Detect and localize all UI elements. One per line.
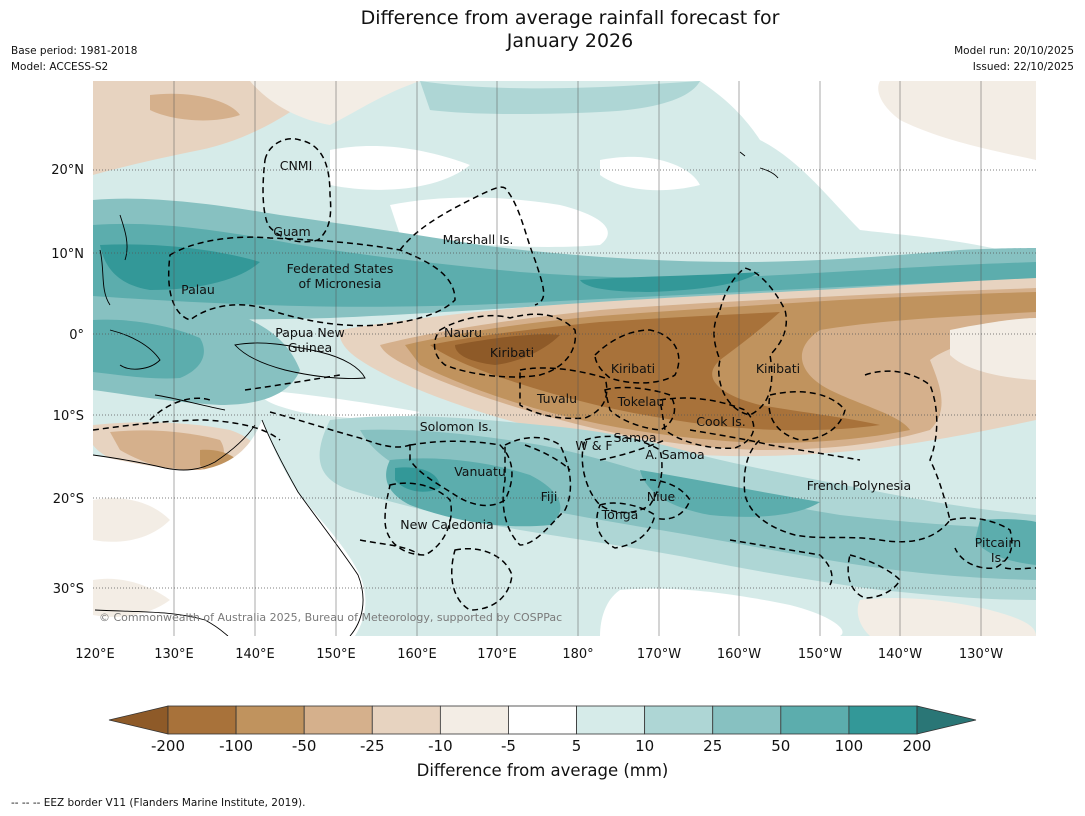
colorbar-cell bbox=[780, 705, 850, 735]
lat-label: 30°S bbox=[53, 582, 84, 597]
metadata-left: Base period: 1981-2018 Model: ACCESS-S2 bbox=[11, 43, 137, 75]
colorbar-cell bbox=[167, 705, 237, 735]
label-marshall-islands: Marshall Is. bbox=[443, 232, 514, 247]
lon-label: 160°W bbox=[717, 647, 761, 662]
issued-date: Issued: 22/10/2025 bbox=[972, 61, 1074, 73]
label-niue: Niue bbox=[647, 489, 676, 504]
eez-legend: -- -- -- EEZ border V11 (Flanders Marine… bbox=[11, 797, 306, 809]
latitude-labels: 20°N 10°N 0° 10°S 20°S 30°S bbox=[51, 163, 84, 597]
lat-label: 20°S bbox=[53, 492, 84, 507]
colorbar-extend-high bbox=[916, 705, 977, 735]
colorbar-tick-label: 5 bbox=[572, 737, 582, 755]
label-new-caledonia: New Caledonia bbox=[400, 517, 493, 532]
colorbar-cell bbox=[848, 705, 918, 735]
label-american-samoa: A. Samoa bbox=[645, 447, 704, 462]
model-run: Model run: 20/10/2025 bbox=[954, 45, 1074, 57]
lon-label: 120°E bbox=[75, 647, 115, 662]
colorbar-label: Difference from average (mm) bbox=[416, 761, 669, 780]
label-png-line1: Papua New bbox=[275, 325, 344, 340]
colorbar-tick-label: 25 bbox=[703, 737, 722, 755]
lon-label: 140°W bbox=[878, 647, 922, 662]
label-tonga: Tonga bbox=[601, 507, 639, 522]
colorbar-tick-label: -50 bbox=[292, 737, 317, 755]
label-samoa: Samoa bbox=[613, 430, 656, 445]
lon-label: 170°W bbox=[637, 647, 681, 662]
colorbar-cell bbox=[644, 705, 714, 735]
label-fsm-line1: Federated States bbox=[287, 261, 394, 276]
label-kiribati-central: Kiribati bbox=[611, 361, 655, 376]
colorbar-cell bbox=[439, 705, 509, 735]
map-title: Difference from average rainfall forecas… bbox=[0, 7, 1085, 53]
lon-label: 140°E bbox=[235, 647, 275, 662]
colorbar: -200 -100 -50 -25 -10 -5 5 10 25 50 100 200 bbox=[108, 705, 977, 755]
label-kiribati-east: Kiribati bbox=[756, 361, 800, 376]
lon-label: 150°E bbox=[316, 647, 356, 662]
lat-label: 0° bbox=[69, 328, 84, 343]
colorbar-tick-label: -10 bbox=[428, 737, 453, 755]
region-labels: CNMI Guam Marshall Is. Federated States … bbox=[181, 158, 1021, 565]
model-name: Model: ACCESS-S2 bbox=[11, 61, 109, 73]
lon-label: 130°W bbox=[959, 647, 1003, 662]
lon-label: 170°E bbox=[477, 647, 517, 662]
title-line-1: Difference from average rainfall forecas… bbox=[360, 7, 780, 29]
colorbar-cell bbox=[508, 705, 577, 735]
label-fsm-line2: of Micronesia bbox=[299, 276, 382, 291]
label-guam: Guam bbox=[273, 224, 310, 239]
label-wallis-futuna: W & F bbox=[575, 438, 612, 453]
colorbar-extend-low bbox=[108, 705, 169, 735]
label-png-line2: Guinea bbox=[288, 340, 332, 355]
base-period: Base period: 1981-2018 bbox=[11, 45, 138, 57]
label-cook-islands: Cook Is. bbox=[696, 414, 745, 429]
colorbar-tick-label: -200 bbox=[151, 737, 185, 755]
colorbar-tick-label: -5 bbox=[501, 737, 516, 755]
label-vanuatu: Vanuatu bbox=[454, 464, 506, 479]
label-kiribati-west: Kiribati bbox=[490, 345, 534, 360]
lon-label: 150°W bbox=[798, 647, 842, 662]
colorbar-tick-label: -25 bbox=[360, 737, 385, 755]
colorbar-tick-label: 100 bbox=[835, 737, 864, 755]
longitude-labels: 120°E 130°E 140°E 150°E 160°E 170°E 180°… bbox=[75, 647, 1003, 662]
colorbar-tick-label: 200 bbox=[903, 737, 932, 755]
lat-label: 10°S bbox=[53, 409, 84, 424]
label-pitcairn-line1: Pitcairn bbox=[975, 535, 1021, 550]
graticule bbox=[173, 81, 982, 636]
lat-label: 10°N bbox=[51, 247, 84, 262]
lon-label: 180° bbox=[562, 647, 593, 662]
colorbar-tick-label: 10 bbox=[635, 737, 654, 755]
colorbar-tick-label: 50 bbox=[771, 737, 790, 755]
colorbar-cell bbox=[235, 705, 305, 735]
colorbar-cell bbox=[303, 705, 373, 735]
label-pitcairn-line2: Is. bbox=[991, 550, 1005, 565]
label-fiji: Fiji bbox=[541, 489, 558, 504]
label-cnmi: CNMI bbox=[280, 158, 313, 173]
colorbar-cell bbox=[371, 705, 441, 735]
colorbar-cell bbox=[576, 705, 646, 735]
label-tuvalu: Tuvalu bbox=[536, 391, 577, 406]
lat-label: 20°N bbox=[51, 163, 84, 178]
label-tokelau: Tokelau bbox=[617, 394, 665, 409]
rainfall-field bbox=[93, 81, 1036, 636]
metadata-right: Model run: 20/10/2025 Issued: 22/10/2025 bbox=[954, 43, 1074, 75]
label-palau: Palau bbox=[181, 282, 215, 297]
lon-label: 130°E bbox=[154, 647, 194, 662]
label-nauru: Nauru bbox=[444, 325, 482, 340]
colorbar-cell bbox=[712, 705, 782, 735]
lon-label: 160°E bbox=[397, 647, 437, 662]
label-solomon-islands: Solomon Is. bbox=[420, 419, 493, 434]
copyright-notice: © Commonwealth of Australia 2025, Bureau… bbox=[99, 611, 562, 624]
title-line-2: January 2026 bbox=[506, 30, 634, 52]
label-french-polynesia: French Polynesia bbox=[807, 478, 911, 493]
colorbar-tick-label: -100 bbox=[219, 737, 253, 755]
